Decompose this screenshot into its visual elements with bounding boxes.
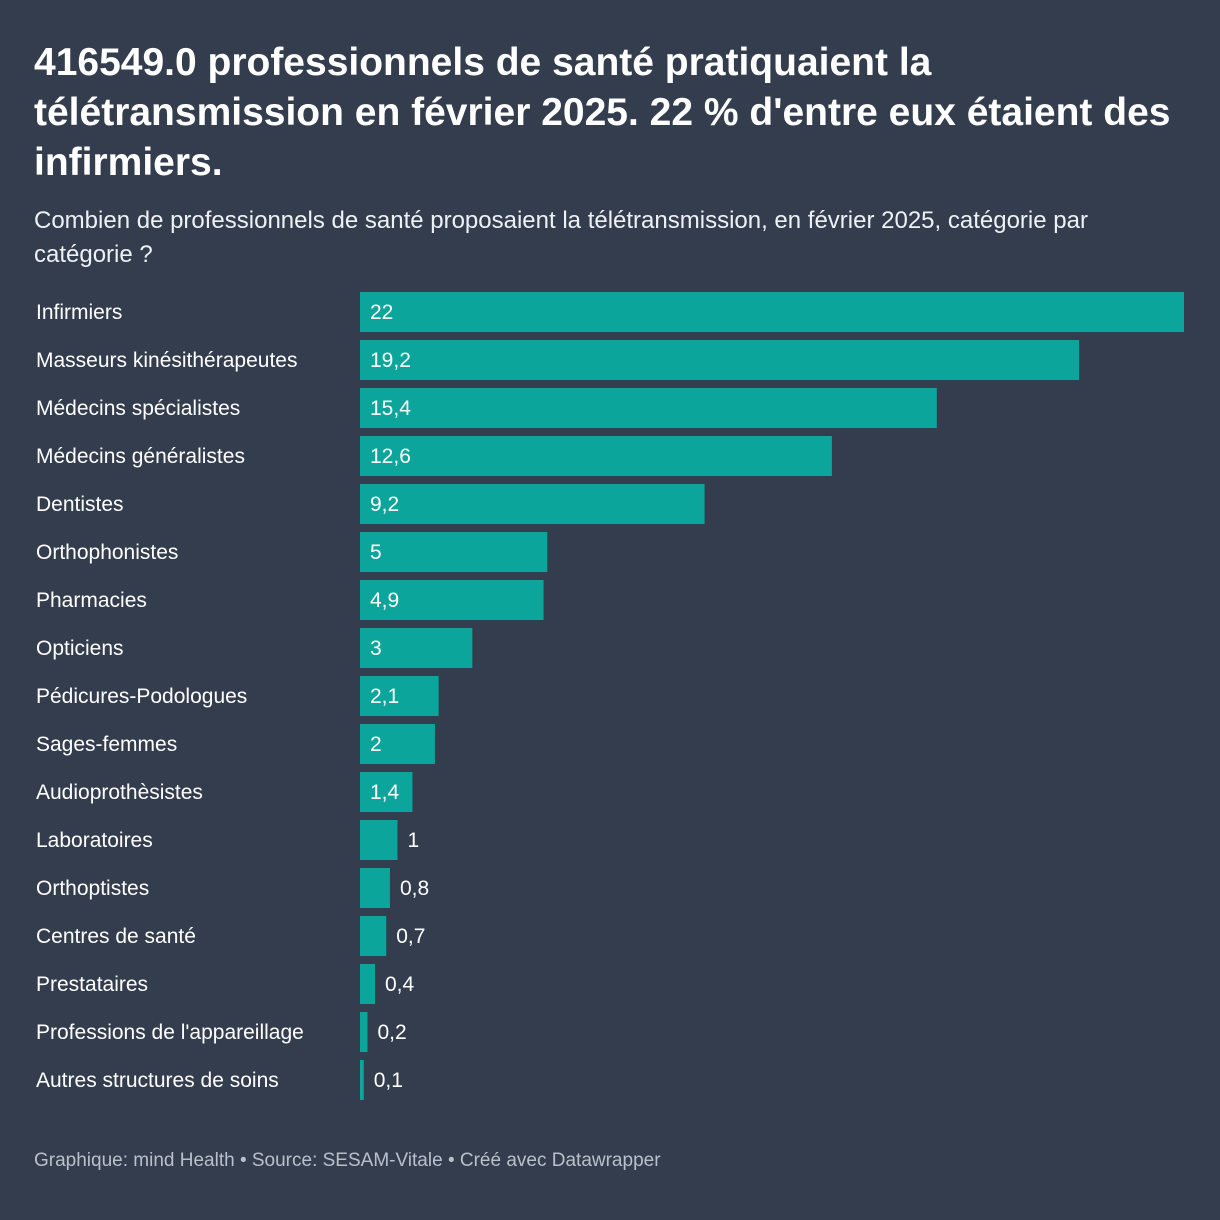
bar bbox=[360, 964, 375, 1004]
value-label: 9,2 bbox=[370, 493, 399, 516]
category-label: Médecins spécialistes bbox=[36, 397, 240, 420]
category-label: Professions de l'appareillage bbox=[36, 1021, 304, 1044]
bar bbox=[360, 436, 832, 476]
chart-footer: Graphique: mind Health • Source: SESAM-V… bbox=[34, 1150, 661, 1171]
category-label: Orthoptistes bbox=[36, 877, 149, 900]
value-label: 15,4 bbox=[370, 397, 411, 420]
value-label: 0,8 bbox=[400, 877, 429, 900]
value-label: 0,1 bbox=[374, 1069, 403, 1092]
value-label: 2,1 bbox=[370, 685, 399, 708]
category-label: Médecins généralistes bbox=[36, 445, 245, 468]
value-label: 4,9 bbox=[370, 589, 399, 612]
category-label: Centres de santé bbox=[36, 925, 196, 948]
category-label: Pédicures-Podologues bbox=[36, 685, 247, 708]
value-label: 0,7 bbox=[396, 925, 425, 948]
value-label: 5 bbox=[370, 541, 382, 564]
category-label: Pharmacies bbox=[36, 589, 147, 612]
value-label: 2 bbox=[370, 733, 382, 756]
value-label: 1,4 bbox=[370, 781, 400, 804]
bar bbox=[360, 916, 387, 956]
bar bbox=[360, 340, 1080, 380]
bar bbox=[360, 724, 435, 764]
category-label: Masseurs kinésithérapeutes bbox=[36, 349, 297, 372]
bar bbox=[360, 292, 1184, 332]
value-label: 0,4 bbox=[385, 973, 415, 996]
category-label: Sages-femmes bbox=[36, 733, 177, 756]
bar bbox=[360, 868, 390, 908]
category-label: Autres structures de soins bbox=[36, 1069, 279, 1092]
bar bbox=[360, 484, 705, 524]
category-label: Infirmiers bbox=[36, 301, 122, 324]
bar bbox=[360, 1012, 368, 1052]
bar bbox=[360, 820, 398, 860]
category-label: Orthophonistes bbox=[36, 541, 178, 564]
value-label: 12,6 bbox=[370, 445, 411, 468]
category-label: Opticiens bbox=[36, 637, 124, 660]
value-label: 1 bbox=[407, 829, 419, 852]
category-label: Dentistes bbox=[36, 493, 124, 516]
bar bbox=[360, 580, 544, 620]
chart-subtitle: Combien de professionnels de santé propo… bbox=[34, 207, 1088, 268]
bar bbox=[360, 1060, 364, 1100]
category-label: Prestataires bbox=[36, 973, 148, 996]
bar bbox=[360, 772, 413, 812]
category-label: Audioprothèsistes bbox=[36, 781, 203, 804]
category-label: Laboratoires bbox=[36, 829, 153, 852]
value-label: 3 bbox=[370, 637, 382, 660]
chart-title: 416549.0 professionnels de santé pratiqu… bbox=[34, 41, 1171, 184]
value-label: 19,2 bbox=[370, 349, 411, 372]
bar bbox=[360, 628, 473, 668]
bar bbox=[360, 388, 937, 428]
value-label: 22 bbox=[370, 301, 393, 324]
bar bbox=[360, 676, 439, 716]
bar bbox=[360, 532, 548, 572]
value-label: 0,2 bbox=[377, 1021, 406, 1044]
